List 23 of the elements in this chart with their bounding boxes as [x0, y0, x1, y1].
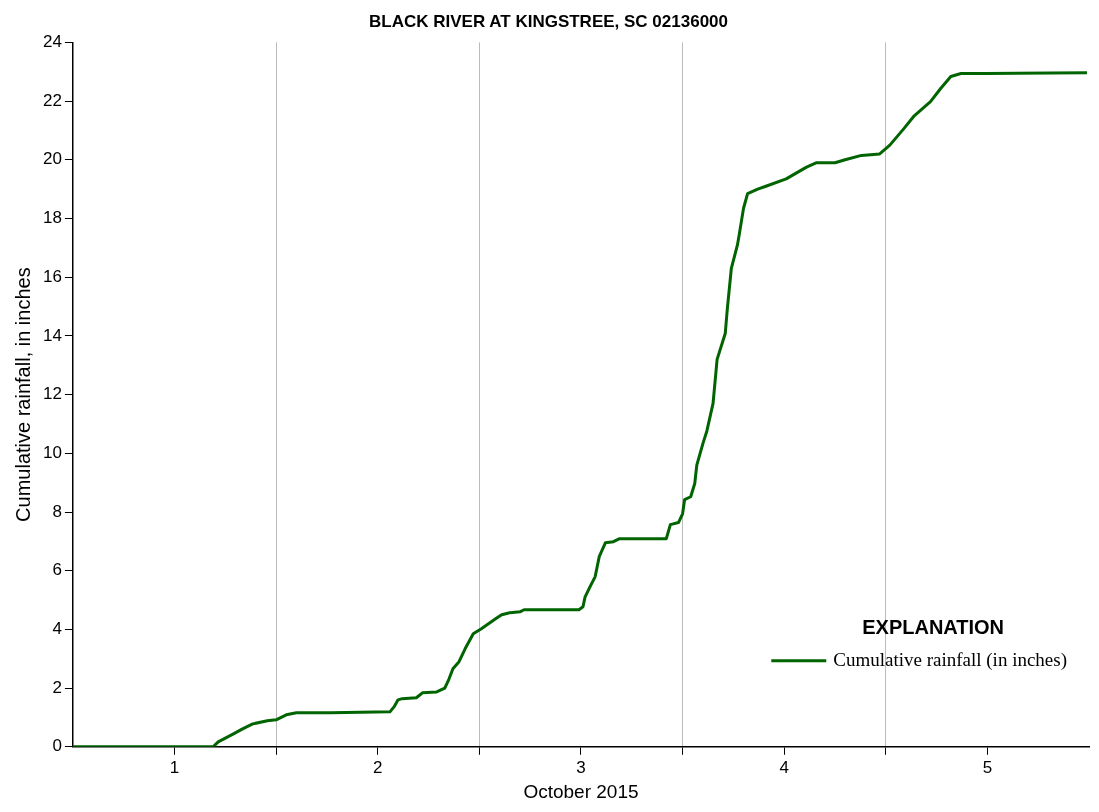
x-tick-label: 2 — [373, 757, 383, 777]
y-tick-label: 6 — [52, 560, 62, 580]
y-tick-label: 24 — [42, 32, 62, 52]
y-axis-title: Cumulative rainfall, in inches — [11, 267, 34, 522]
x-tick-label: 1 — [169, 757, 180, 777]
y-tick-label: 22 — [42, 90, 62, 110]
y-tick-label: 16 — [42, 266, 62, 286]
x-axis-title: October 2015 — [523, 780, 639, 802]
chart-title: BLACK RIVER AT KINGSTREE, SC 02136000 — [369, 11, 728, 31]
legend-label: Cumulative rainfall (in inches) — [833, 648, 1067, 671]
y-tick-label: 0 — [52, 736, 62, 756]
y-tick-label: 4 — [52, 619, 62, 639]
x-tick-label: 5 — [982, 757, 993, 777]
y-tick-label: 12 — [42, 384, 62, 404]
y-tick-label: 10 — [42, 442, 62, 462]
x-tick-label: 4 — [779, 757, 789, 777]
y-tick-label: 14 — [42, 325, 62, 345]
y-tick-label: 18 — [42, 208, 62, 228]
y-tick-label: 8 — [52, 501, 62, 521]
y-tick-label: 20 — [42, 149, 62, 169]
y-tick-label: 2 — [52, 677, 62, 697]
legend-title: EXPLANATION — [862, 616, 1005, 639]
x-tick-label: 3 — [576, 757, 586, 777]
